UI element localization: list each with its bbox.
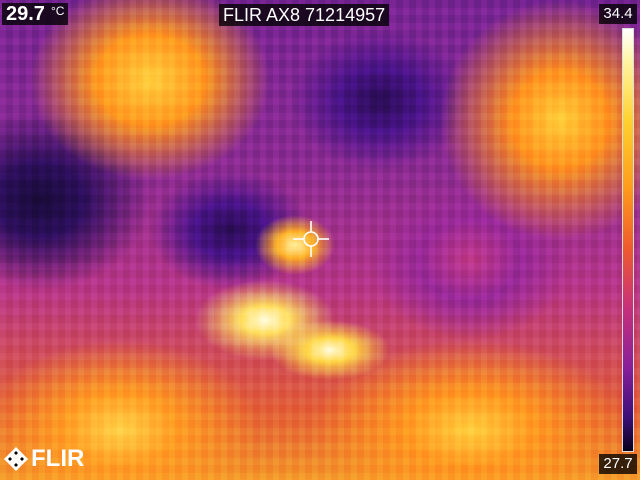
- flir-logo: FLIR: [4, 444, 84, 474]
- temperature-scale-bar: [622, 28, 634, 452]
- camera-model-label: FLIR AX8 71214957: [219, 4, 390, 26]
- temperature-unit: °C: [50, 4, 65, 18]
- flir-logo-text: FLIR: [31, 445, 85, 472]
- spot-temperature-value: 29.7: [6, 3, 45, 25]
- spot-temperature-readout: 29.7 °C: [2, 3, 69, 25]
- crosshair-icon: [293, 221, 329, 257]
- scale-max-label: 34.4: [599, 4, 637, 24]
- scale-min-label: 27.7: [599, 454, 637, 474]
- flir-logo-icon: [4, 447, 28, 471]
